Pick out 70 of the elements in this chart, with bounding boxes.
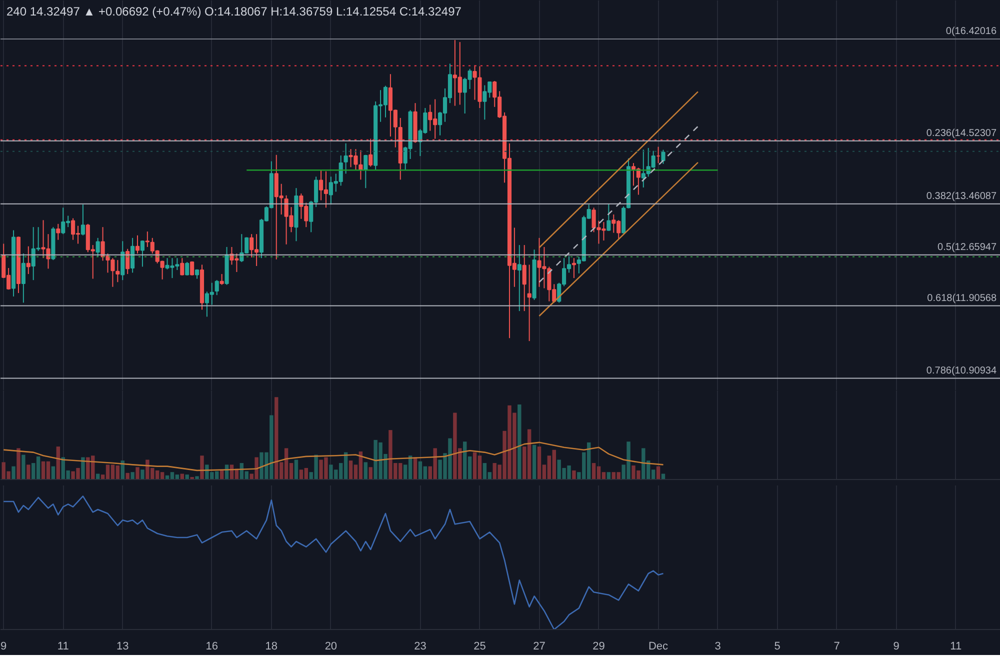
candlestick: [116, 260, 120, 283]
candlestick: [358, 150, 363, 180]
x-tick-label: 9: [893, 640, 900, 652]
candlestick: [190, 260, 194, 276]
candlestick: [80, 204, 85, 236]
annotation: 240 14.32497 ▲ +0.06692 (+0.47%) O:14.18067 H:14.36759 L:14.12554 C:14.32497: [6, 4, 462, 18]
candlestick: [26, 246, 30, 275]
x-tick-label: 3: [714, 640, 721, 652]
bar: [12, 466, 16, 480]
ref-line-label: 0(16.42016: [946, 26, 997, 37]
candlestick: [572, 258, 576, 279]
ref-line-label: 0.236(14.52307: [926, 128, 997, 139]
candlestick: [126, 248, 130, 275]
candlestick: [364, 154, 368, 189]
bar: [200, 456, 204, 480]
candlestick: [522, 244, 526, 312]
x-tick-label: Dec: [648, 640, 669, 652]
bar: [130, 472, 134, 480]
x-tick-label: 7: [834, 640, 840, 652]
ref-line-label: 0.382(13.46087: [926, 190, 997, 202]
candlestick: [368, 138, 373, 168]
bar: [26, 464, 30, 480]
bar: [180, 474, 184, 480]
candlestick: [344, 142, 348, 174]
bar: [22, 454, 26, 480]
candlestick: [185, 262, 190, 276]
bar: [136, 467, 140, 480]
bar: [96, 474, 100, 480]
x-tick-label: 18: [265, 640, 278, 652]
x-tick-label: 23: [414, 640, 426, 652]
bar: [661, 474, 666, 480]
candlestick: [120, 240, 125, 281]
bar: [195, 476, 199, 480]
candlestick: [96, 237, 100, 258]
x-tick-label: 20: [324, 640, 338, 652]
x-tick-label: 5: [774, 640, 780, 652]
x-tick-label: 9: [0, 640, 7, 652]
candlestick: [180, 258, 184, 276]
candlestick: [214, 280, 219, 296]
bar: [16, 448, 20, 480]
x-tick-label: 27: [533, 640, 546, 652]
candlestick: [21, 252, 26, 304]
ref-line-label: 0.786(10.90934: [926, 365, 997, 376]
x-tick-label: 25: [474, 640, 486, 652]
bar: [140, 470, 144, 480]
bar: [126, 472, 130, 480]
bar: [518, 404, 522, 480]
ref-line-label: 0.5(12.65947: [938, 242, 997, 253]
candlestick: [56, 223, 60, 240]
x-tick-label: 29: [592, 640, 605, 652]
bar: [81, 457, 85, 480]
bar: [532, 444, 536, 480]
bar: [572, 470, 576, 480]
bar: [185, 474, 189, 480]
candlestick: [527, 264, 532, 342]
x-tick-label: 13: [116, 640, 129, 652]
x-tick-label: 11: [57, 640, 69, 652]
x-tick-label: 11: [950, 640, 962, 652]
bar: [364, 462, 368, 480]
x-tick-label: 16: [206, 640, 218, 652]
bar: [368, 467, 372, 480]
candlestick: [130, 237, 135, 274]
candlestick: [661, 149, 666, 164]
ref-line-label: 0.618(11.90568: [927, 292, 997, 304]
candlestick: [135, 234, 140, 254]
candlestick: [140, 240, 145, 268]
candlestick: [220, 274, 224, 286]
candlestick: [517, 244, 522, 312]
bar: [294, 460, 298, 480]
candlestick: [606, 203, 611, 232]
